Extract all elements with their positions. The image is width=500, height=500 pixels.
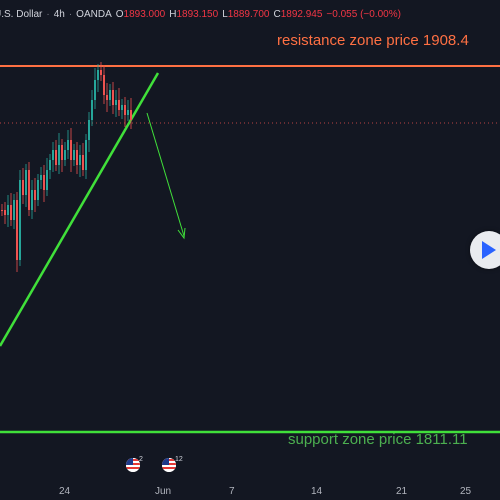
candle-body — [121, 105, 123, 110]
close-value: 1892.945 — [280, 8, 323, 20]
candle-body — [130, 110, 132, 120]
projection-arrow[interactable] — [146, 112, 186, 240]
symbol-name: U.S. Dollar — [0, 8, 43, 20]
trend-line[interactable] — [0, 72, 160, 347]
candle-body — [64, 150, 66, 160]
candle-body — [73, 150, 75, 160]
time-tick: 7 — [229, 486, 235, 497]
candle-body — [7, 205, 9, 215]
candle-body — [85, 140, 87, 170]
candle-body — [25, 170, 27, 195]
candle-body — [97, 70, 99, 80]
event-count: 12 — [175, 456, 183, 463]
close-label: C — [273, 8, 281, 20]
candle-body — [106, 95, 108, 100]
exchange-label: OANDA — [76, 8, 112, 20]
low-value: 1889.700 — [227, 8, 270, 20]
candle-body — [79, 155, 81, 165]
candle-body — [109, 90, 111, 100]
candle-body — [49, 160, 51, 170]
play-button[interactable] — [470, 231, 500, 269]
candle-body — [94, 80, 96, 100]
candle-body — [46, 170, 48, 190]
candle-body — [103, 75, 105, 95]
symbol-legend[interactable]: U.S. Dollar · 4h · OANDA O 1893.000 H 18… — [0, 6, 401, 22]
time-tick: 14 — [311, 486, 323, 497]
play-icon — [482, 241, 496, 259]
high-label: H — [169, 8, 177, 20]
us-flag-icon[interactable] — [162, 458, 176, 472]
us-flag-icon[interactable] — [126, 458, 140, 472]
candle-body — [52, 150, 54, 160]
candle-body — [127, 110, 129, 115]
candle-body — [100, 70, 102, 75]
candle-body — [82, 155, 84, 170]
candle-body — [88, 120, 90, 140]
time-tick: 21 — [396, 486, 408, 497]
open-label: O — [115, 8, 124, 20]
candle-body — [31, 190, 33, 210]
candle-body — [55, 150, 57, 165]
candle-body — [67, 140, 69, 150]
candle-body — [22, 180, 24, 195]
candle-body — [1, 210, 3, 211]
candle-body — [118, 100, 120, 110]
candle-body — [10, 205, 12, 220]
candle-body — [70, 140, 72, 160]
candle-body — [115, 100, 117, 105]
time-tick: 25 — [460, 486, 472, 497]
time-tick: Jun — [155, 486, 172, 497]
candlesticks — [1, 62, 132, 272]
time-tick: 24 — [59, 486, 71, 497]
candle-body — [91, 100, 93, 120]
candle-body — [58, 145, 60, 165]
candle-body — [19, 180, 21, 260]
low-label: L — [222, 8, 228, 20]
candle-body — [4, 210, 6, 215]
candle-body — [112, 90, 114, 105]
candle-body — [124, 105, 126, 115]
event-count: 2 — [139, 456, 143, 463]
candle-body — [40, 175, 42, 180]
candle-body — [16, 200, 18, 260]
open-value: 1893.000 — [123, 8, 166, 20]
high-value: 1893.150 — [176, 8, 219, 20]
candle-body — [13, 200, 15, 220]
candle-body — [28, 170, 30, 210]
candle-body — [43, 175, 45, 190]
candle-body — [34, 190, 36, 200]
interval-label: 4h — [53, 8, 65, 20]
candle-body — [61, 145, 63, 160]
candle-body — [37, 180, 39, 200]
time-axis[interactable]: 24 Jun 7 14 21 25 — [0, 478, 500, 500]
resistance-zone-label[interactable]: resistance zone price 1908.4 — [277, 32, 469, 49]
candle-body — [76, 150, 78, 165]
support-zone-label[interactable]: support zone price 1811.11 — [288, 431, 468, 448]
change-value: −0.055 (−0.00%) — [326, 8, 401, 20]
